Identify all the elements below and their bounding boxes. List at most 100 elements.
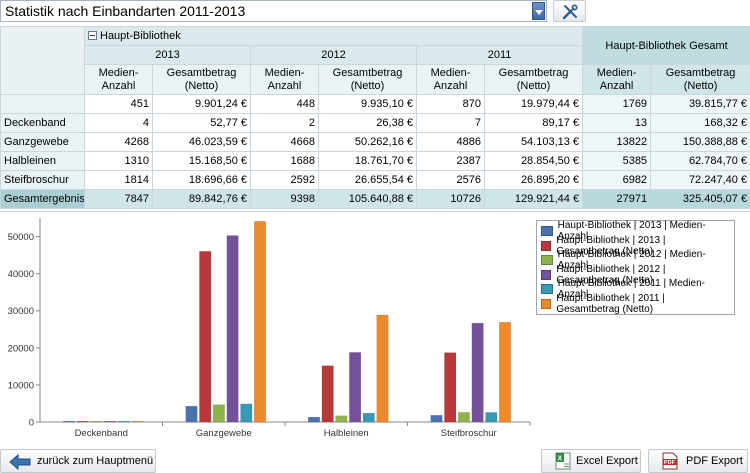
bar	[321, 365, 334, 423]
legend-swatch	[541, 284, 553, 295]
y-tick-label: 50000	[8, 232, 34, 243]
col-header-amount: Gesamtbetrag (Netto)	[483, 64, 584, 95]
report-select[interactable]: Statistik nach Einbandarten 2011-2013	[0, 0, 547, 22]
count-cell: 10726	[416, 189, 485, 209]
col-header-count-total: Medien- Anzahl	[582, 64, 652, 95]
back-to-main-menu-button[interactable]: zurück zum Hauptmenü	[0, 449, 156, 473]
col-header-count: Medien- Anzahl	[84, 64, 153, 95]
table-row: Halbleinen 1310 15.168,50 €1688 18.761,70 €…	[0, 151, 750, 171]
total-header: Haupt-Bibliothek Gesamt	[582, 26, 750, 65]
amount-cell: 105.640,88 €	[318, 189, 417, 209]
amount-cell: 39.815,77 €	[650, 94, 750, 114]
pdf-export-label: PDF Export	[686, 455, 743, 467]
row-label: Gesamtergebnis	[0, 189, 85, 209]
chart-legend: Haupt-Bibliothek | 2013 | Medien-Anzahl H…	[536, 220, 735, 315]
chevron-down-icon[interactable]	[532, 2, 545, 20]
y-tick-label: 40000	[8, 269, 34, 280]
amount-cell: 54.103,13 €	[483, 132, 584, 152]
col-count-label: Medien- Anzahl	[430, 66, 471, 92]
row-label	[0, 94, 85, 114]
bar	[457, 412, 470, 423]
count-cell: 1310	[84, 151, 153, 171]
amount-cell: 28.854,50 €	[483, 151, 584, 171]
legend-swatch	[541, 298, 552, 309]
amount-cell: 9.901,24 €	[152, 94, 251, 114]
amount-cell: 9.935,10 €	[318, 94, 417, 114]
legend-item: Haupt-Bibliothek | 2012 | Medien-Anzahl	[541, 249, 730, 271]
count-cell: 2592	[250, 170, 319, 190]
legend-swatch	[541, 240, 552, 251]
col-header-count: Medien- Anzahl	[416, 64, 485, 95]
amount-cell: 50.262,16 €	[318, 132, 417, 152]
amount-cell: 52,77 €	[152, 113, 251, 133]
bar	[254, 221, 266, 423]
x-tick-label: Deckenband	[75, 428, 128, 439]
count-cell: 13822	[582, 132, 652, 152]
col-header-count: Medien- Anzahl	[250, 64, 319, 95]
amount-cell: 26.655,54 €	[318, 170, 417, 190]
table-row: 451 9.901,24 €448 9.935,10 €870 19.979,44 €…	[0, 94, 750, 114]
count-cell: 9398	[250, 189, 319, 209]
legend-label: Haupt-Bibliothek | 2011 | Medien-Anzahl	[557, 278, 706, 301]
count-cell: 7	[416, 113, 485, 133]
bar	[212, 404, 225, 423]
bar	[335, 415, 348, 423]
pdf-icon: PDF	[662, 452, 678, 470]
bar	[471, 322, 484, 423]
col-amount-label: Gesamtbetrag (Netto)	[498, 66, 569, 92]
bar	[430, 415, 443, 423]
year-header-2013: 2013	[84, 45, 251, 65]
legend-swatch	[541, 269, 552, 280]
col-amount-label: Gesamtbetrag (Netto)	[332, 66, 403, 92]
row-label: Deckenband	[0, 113, 85, 133]
row-label: Halbleinen	[0, 151, 85, 171]
pivot-table: Haupt-Bibliothek Haupt-Bibliothek Gesamt…	[0, 26, 750, 209]
table-row: Ganzgewebe 4268 46.023,59 €4668 50.262,16 €…	[0, 132, 750, 152]
y-tick-label: 20000	[8, 343, 34, 354]
excel-export-button[interactable]: X Excel Export	[541, 449, 641, 473]
bar	[104, 420, 117, 423]
group-header[interactable]: Haupt-Bibliothek	[83, 26, 584, 46]
bar-chart: 0 10000 20000 30000 40000 50000 Deckenband Ganz…	[8, 218, 531, 439]
amount-cell: 15.168,50 €	[152, 151, 251, 171]
y-tick-label: 30000	[8, 306, 34, 317]
legend-swatch	[541, 226, 553, 237]
bar	[308, 416, 320, 423]
count-cell: 5385	[582, 151, 652, 171]
bar	[199, 251, 212, 423]
x-tick-label: Steifbroschur	[441, 428, 497, 439]
amount-cell: 26.895,20 €	[483, 170, 584, 190]
count-cell: 2576	[416, 170, 485, 190]
tools-button[interactable]	[553, 0, 586, 22]
col-header-amount-total: Gesamtbetrag (Netto)	[650, 64, 750, 95]
count-cell: 4886	[416, 132, 485, 152]
bar	[131, 420, 144, 423]
col-amount-label: Gesamtbetrag (Netto)	[166, 66, 237, 92]
top-bar: Statistik nach Einbandarten 2011-2013	[0, 0, 750, 24]
bar	[117, 420, 130, 423]
bar	[90, 420, 103, 423]
legend-label: Haupt-Bibliothek | 2012 | Gesamtbetrag (…	[556, 263, 666, 286]
row-label: Steifbroschur	[0, 170, 85, 190]
x-tick-label: Ganzgewebe	[196, 428, 252, 439]
amount-cell: 168,32 €	[650, 113, 750, 133]
count-cell: 2	[250, 113, 319, 133]
pivot-corner	[0, 26, 85, 95]
bar	[226, 235, 239, 423]
pdf-export-button[interactable]: PDF PDF Export	[648, 449, 748, 473]
count-cell: 1769	[582, 94, 652, 114]
collapse-icon[interactable]	[88, 31, 97, 40]
y-tick-label: 10000	[8, 380, 34, 391]
amount-cell: 18.761,70 €	[318, 151, 417, 171]
bar	[63, 420, 75, 423]
table-row: Deckenband 4 52,77 €2 26,38 €7 89,17 €13 168,…	[0, 113, 750, 133]
count-cell: 870	[416, 94, 485, 114]
grand-total-row: Gesamtergebnis 7847 89.842,76 €9398 105.640…	[0, 189, 750, 209]
bar	[76, 420, 89, 423]
amount-cell: 89.842,76 €	[152, 189, 251, 209]
legend-label: Haupt-Bibliothek | 2012 | Medien-Anzahl	[557, 249, 706, 272]
bar	[485, 412, 498, 423]
count-cell: 4	[84, 113, 153, 133]
legend-item: Haupt-Bibliothek | 2012 | Gesamtbetrag (…	[541, 264, 730, 286]
bar	[185, 405, 198, 423]
